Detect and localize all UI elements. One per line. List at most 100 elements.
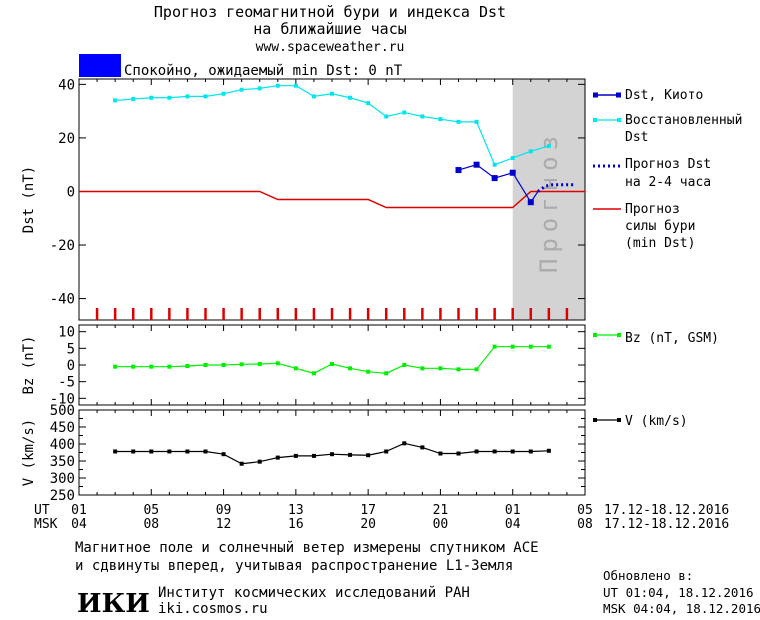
- time-axis: UT MSK 17.12-18.12.2016 17.12-18.12.2016…: [34, 503, 729, 532]
- bz-series-point: [149, 364, 154, 369]
- bz-series-point: [330, 362, 334, 366]
- msk-tick-label: 20: [360, 517, 376, 532]
- y-tick-label: -40: [50, 292, 75, 308]
- bz-series-point: [348, 366, 353, 371]
- ut-tick-label: 05: [577, 503, 593, 518]
- y-tick-label: 250: [50, 488, 75, 504]
- y-axis-label: Bz (nT): [21, 335, 37, 394]
- bz-series-point: [546, 344, 551, 349]
- institute-site[interactable]: iki.cosmos.ru: [158, 601, 268, 617]
- kyoto-dst-series-point: [455, 167, 462, 174]
- bz-series: [115, 346, 549, 374]
- bz-series-point: [311, 371, 316, 376]
- bz-series-point: [275, 361, 280, 366]
- legend-item-storm: Прогноз силы бури (min Dst): [593, 202, 695, 251]
- ut-tick-label: 13: [288, 503, 304, 518]
- bz-series-point: [438, 366, 443, 371]
- restored-dst-series-point: [185, 94, 190, 99]
- speed-series-point: [113, 449, 118, 454]
- bz-series-point: [185, 364, 190, 368]
- msk-tick-label: 00: [433, 517, 449, 532]
- restored-dst-series-point: [402, 110, 407, 115]
- legend-item-kyoto: Dst, Киото: [593, 88, 703, 103]
- msk-tick-label: 08: [143, 517, 159, 532]
- y-tick-label: 5: [67, 341, 75, 357]
- msk-tick-label: 04: [505, 517, 521, 532]
- iki-logo: ИКИ: [77, 589, 150, 619]
- restored-dst-series-point: [456, 119, 461, 124]
- restored-dst-series-point: [167, 95, 172, 100]
- speed-series-point: [438, 451, 443, 456]
- restored-dst-series-point: [275, 83, 280, 88]
- updated-label: Обновлено в:: [603, 568, 693, 583]
- speed-series-point: [456, 451, 461, 456]
- restored-dst-series-point: [546, 143, 551, 148]
- storm-forecast-line: [79, 190, 585, 209]
- restored-dst-series: [115, 85, 550, 166]
- legend-label-dst-forecast-1: Прогноз Dst: [625, 157, 711, 172]
- ut-tick-label: 01: [505, 503, 521, 518]
- y-tick-label: 40: [58, 77, 75, 93]
- speed-series-point: [528, 449, 533, 454]
- speed-series-point: [311, 453, 316, 458]
- msk-tick-label: 12: [216, 517, 232, 532]
- forecast-region: [512, 79, 585, 320]
- bz-series-point: [366, 369, 371, 374]
- restored-dst-series-point: [203, 94, 208, 99]
- restored-dst-series-point: [257, 86, 262, 91]
- legend-label-restored-1: Восстановленный: [625, 113, 742, 128]
- msk-tick-label: 16: [288, 517, 304, 532]
- speed-series-point: [203, 449, 208, 454]
- y-tick-label: -5: [58, 375, 75, 391]
- speed-series-point: [149, 449, 154, 454]
- restored-dst-series-point: [438, 117, 443, 122]
- msk-tick-label: 04: [71, 517, 87, 532]
- restored-dst-series-point: [221, 91, 226, 96]
- bz-series-point: [492, 344, 497, 349]
- bz-series-point: [420, 366, 425, 371]
- speed-series-point: [167, 449, 172, 454]
- bz-series-point: [131, 364, 136, 369]
- speed-series-point: [185, 449, 190, 454]
- source-url[interactable]: www.spaceweather.ru: [256, 40, 405, 55]
- y-tick-label: 500: [50, 403, 75, 419]
- bz-series-point: [239, 362, 244, 367]
- updated-ut: UT 01:04, 18.12.2016: [603, 585, 754, 600]
- msk-date-range: 17.12-18.12.2016: [604, 517, 729, 532]
- chart-title-line2: на ближайшие часы: [253, 20, 407, 38]
- msk-label: MSK: [34, 517, 58, 532]
- legend-label-bz: Bz (nT, GSM): [625, 331, 719, 346]
- speed-series-point: [330, 452, 334, 457]
- legend-label-storm-2: силы бури: [625, 219, 695, 234]
- bz-series-point: [167, 364, 172, 369]
- restored-dst-series-point: [348, 95, 353, 100]
- speed-series-point: [221, 452, 226, 457]
- kyoto-dst-series-point: [527, 199, 534, 206]
- legend: Dst, Киото Восстановленный Dst Прогноз D…: [593, 88, 742, 429]
- dst-panel: Прогноз 40 20 0 -20 -40 Dst (nT): [21, 77, 586, 321]
- restored-dst-series-point: [239, 87, 244, 92]
- legend-label-storm-1: Прогноз: [625, 202, 680, 217]
- bz-series-point: [510, 344, 515, 349]
- bz-series-point: [456, 367, 461, 372]
- measurement-note-line1: Магнитное поле и солнечный ветер измерен…: [75, 540, 539, 556]
- y-tick-label: -10: [50, 391, 75, 407]
- ut-tick-label: 01: [71, 503, 87, 518]
- y-tick-label: 0: [67, 358, 75, 374]
- restored-dst-series-point: [149, 95, 154, 100]
- restored-dst-series-point: [366, 101, 371, 106]
- restored-dst-series-point: [510, 155, 515, 160]
- y-tick-label: 300: [50, 471, 75, 487]
- bz-series-point: [203, 363, 208, 367]
- msk-tick-label: 08: [577, 517, 593, 532]
- bz-series-point: [221, 363, 226, 367]
- kyoto-dst-series-point: [491, 175, 498, 182]
- speed-series-point: [546, 448, 551, 453]
- restored-dst-series-point: [131, 97, 136, 102]
- y-tick-label: 20: [58, 131, 75, 147]
- ut-label: UT: [34, 503, 50, 518]
- legend-item-bz: Bz (nT, GSM): [593, 331, 719, 346]
- bz-series-point: [293, 366, 298, 371]
